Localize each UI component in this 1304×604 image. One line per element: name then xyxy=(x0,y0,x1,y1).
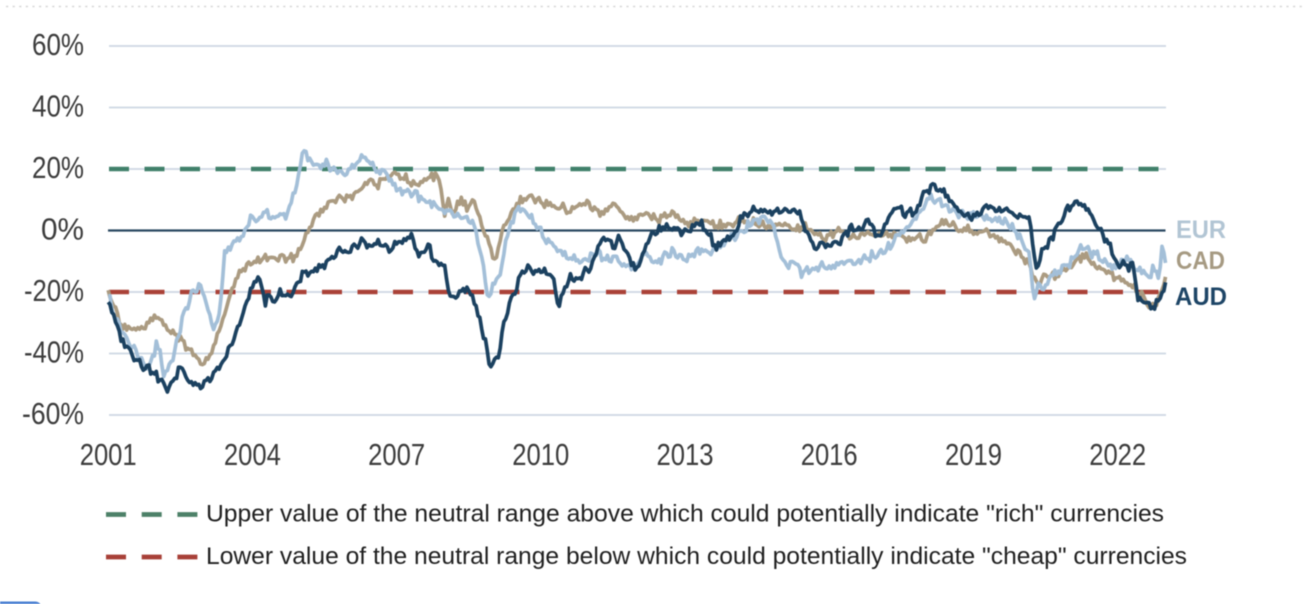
svg-text:2013: 2013 xyxy=(657,437,714,472)
svg-text:Lower value of the neutral ran: Lower value of the neutral range below w… xyxy=(206,543,1187,570)
svg-text:2019: 2019 xyxy=(945,437,1002,472)
svg-text:40%: 40% xyxy=(32,88,84,123)
svg-text:Upper value of the neutral ran: Upper value of the neutral range above w… xyxy=(206,501,1164,528)
svg-text:CAD: CAD xyxy=(1176,247,1225,275)
svg-text:2022: 2022 xyxy=(1089,437,1146,472)
svg-text:2007: 2007 xyxy=(368,437,425,472)
svg-text:-20%: -20% xyxy=(24,273,84,308)
svg-text:2016: 2016 xyxy=(801,437,858,472)
svg-text:-60%: -60% xyxy=(22,396,84,431)
svg-text:60%: 60% xyxy=(32,27,84,62)
svg-text:AUD: AUD xyxy=(1175,283,1227,311)
svg-text:20%: 20% xyxy=(32,150,84,185)
svg-text:0%: 0% xyxy=(41,211,84,246)
svg-text:EUR: EUR xyxy=(1176,216,1226,244)
svg-text:2010: 2010 xyxy=(512,437,569,472)
svg-text:2004: 2004 xyxy=(224,437,281,472)
svg-text:2001: 2001 xyxy=(80,437,137,472)
svg-text:-40%: -40% xyxy=(24,334,84,369)
